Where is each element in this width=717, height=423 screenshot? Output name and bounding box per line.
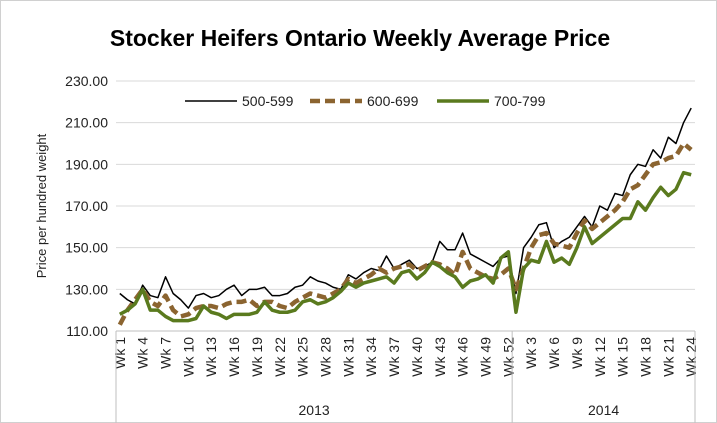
x-tick-label: Wk 52: [500, 337, 516, 377]
x-tick-label: Wk 25: [295, 337, 311, 377]
x-tick-label: Wk 9: [569, 337, 585, 369]
y-tick-label: 230.00: [65, 73, 108, 89]
x-tick-label: Wk 28: [318, 337, 334, 377]
y-tick-label: 130.00: [65, 281, 108, 297]
y-tick-label: 190.00: [65, 156, 108, 172]
x-tick-label: Wk 16: [226, 337, 242, 377]
y-tick-label: 210.00: [65, 115, 108, 131]
x-tick-label: Wk 6: [546, 337, 562, 369]
x-tick-label: Wk 24: [683, 337, 699, 377]
x-tick-label: Wk 3: [523, 337, 539, 369]
x-tick-label: Wk 46: [455, 337, 471, 377]
x-tick-label: Wk 31: [340, 337, 356, 377]
x-tick-label: Wk 19: [249, 337, 265, 377]
x-tick-label: Wk 49: [477, 337, 493, 377]
x-tick-label: Wk 21: [660, 337, 676, 377]
series-line: [119, 107, 692, 309]
legend-label: 500-599: [242, 93, 294, 109]
x-tick-label: Wk 34: [363, 337, 379, 377]
x-tick-label: Wk 15: [615, 337, 631, 377]
series-line: [118, 170, 692, 323]
series-line: [117, 141, 693, 326]
x-tick-label: Wk 10: [180, 337, 196, 377]
x-tick-label: Wk 7: [158, 337, 174, 369]
x-tick-label: Wk 37: [386, 337, 402, 377]
x-tick-label: Wk 43: [432, 337, 448, 377]
y-tick-label: 150.00: [65, 240, 108, 256]
x-tick-label: Wk 12: [592, 337, 608, 377]
x-tick-label: Wk 1: [112, 337, 128, 369]
y-tick-label: 170.00: [65, 198, 108, 214]
group-label: 2014: [588, 402, 619, 418]
x-tick-label: Wk 40: [409, 337, 425, 377]
x-tick-label: Wk 13: [203, 337, 219, 377]
group-label: 2013: [299, 402, 330, 418]
legend-label: 600-699: [367, 93, 419, 109]
x-tick-label: Wk 4: [135, 337, 151, 369]
x-tick-label: Wk 18: [637, 337, 653, 377]
legend-label: 700-799: [494, 93, 546, 109]
y-tick-label: 110.00: [66, 323, 108, 339]
y-axis-label: Price per hundred weight: [34, 133, 49, 278]
x-tick-label: Wk 22: [272, 337, 288, 377]
chart-title: Stocker Heifers Ontario Weekly Average P…: [110, 25, 610, 51]
